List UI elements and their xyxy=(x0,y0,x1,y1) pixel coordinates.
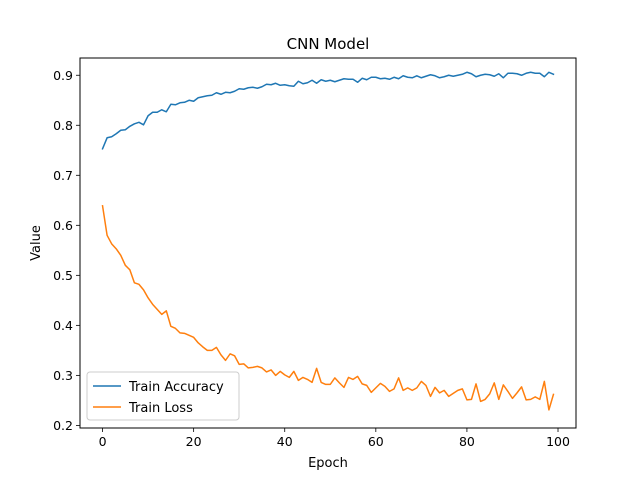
chart-title: CNN Model xyxy=(287,35,370,53)
plot-frame xyxy=(79,57,577,429)
legend-box xyxy=(86,371,240,421)
x-tick-label: 100 xyxy=(546,434,570,449)
legend: Train Accuracy Train Loss xyxy=(86,371,240,421)
y-axis: 0.2 0.3 0.4 0.5 0.6 0.7 0.8 0.9 xyxy=(53,68,80,433)
x-axis-label: Epoch xyxy=(308,456,348,471)
legend-label-train-accuracy: Train Accuracy xyxy=(128,380,224,395)
y-tick-label: 0.7 xyxy=(53,168,73,183)
y-tick-label: 0.8 xyxy=(53,118,73,133)
plot-area: 0 20 40 60 80 100 0.2 0.3 0.4 0.5 0.6 0.7 0.8 0.9 xyxy=(53,57,577,449)
y-tick-label: 0.3 xyxy=(53,368,73,383)
x-tick-label: 40 xyxy=(277,434,293,449)
y-tick-label: 0.4 xyxy=(53,318,73,333)
x-tick-label: 0 xyxy=(99,434,107,449)
y-tick-label: 0.2 xyxy=(53,418,73,433)
y-axis-label: Value xyxy=(29,225,44,261)
x-tick-label: 20 xyxy=(186,434,202,449)
y-tick-label: 0.9 xyxy=(53,68,73,83)
y-tick-label: 0.5 xyxy=(53,268,73,283)
x-axis: 0 20 40 60 80 100 xyxy=(99,428,570,449)
series-lines xyxy=(101,71,555,411)
y-tick-label: 0.6 xyxy=(53,218,73,233)
x-tick-label: 80 xyxy=(459,434,475,449)
legend-label-train-loss: Train Loss xyxy=(128,401,193,416)
series-line-train-loss xyxy=(101,204,555,411)
x-tick-label: 60 xyxy=(368,434,384,449)
series-line-train-accuracy xyxy=(101,71,555,150)
